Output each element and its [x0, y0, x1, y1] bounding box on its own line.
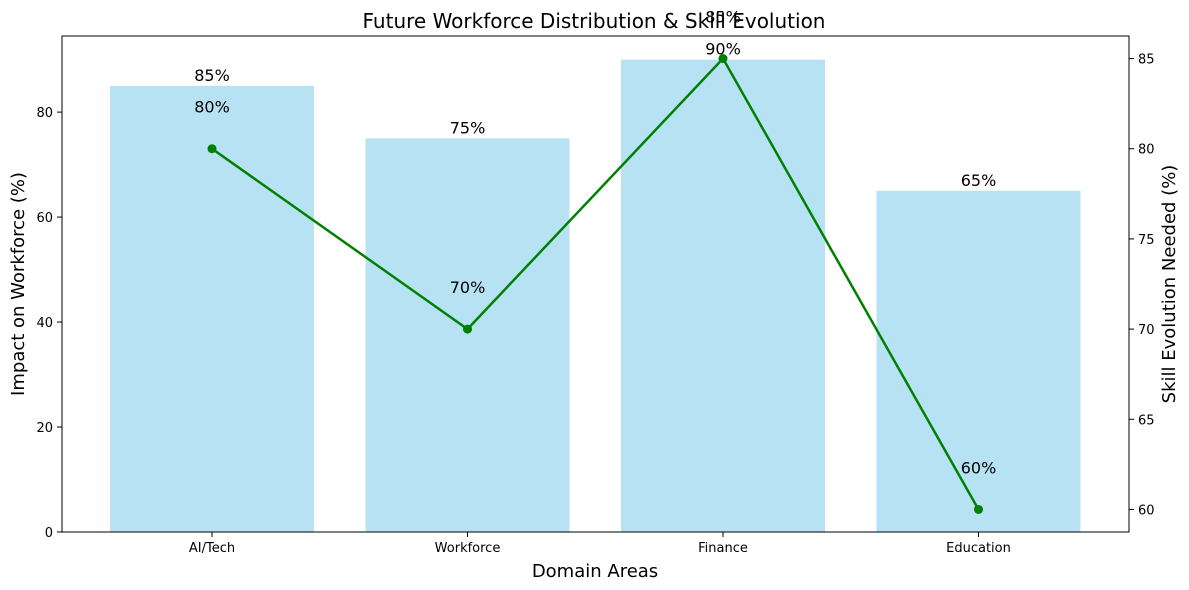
bar-value-label: 75% [450, 118, 486, 137]
line-value-label: 85% [705, 8, 741, 27]
bar-education [876, 190, 1081, 532]
line-value-label: 60% [961, 458, 997, 477]
line-value-label: 80% [194, 98, 230, 117]
line-point [974, 504, 983, 514]
y-tick-label: 40 [36, 316, 53, 331]
y-tick-label: 0 [45, 526, 53, 541]
line-value-label: 70% [450, 278, 486, 297]
y2-tick-label: 80 [1138, 143, 1155, 158]
y2-tick-label: 85 [1138, 53, 1155, 68]
line-point [207, 144, 217, 154]
y2-tick-label: 65 [1138, 413, 1155, 428]
plot-frame [61, 35, 1130, 533]
axes: 0 20 40 60 80 60 65 70 75 80 85 AI/Tech Workforce Fin… [36, 53, 1154, 556]
y2-tick-label: 75 [1138, 233, 1155, 248]
x-axis-label: Domain Areas [532, 561, 658, 582]
bar-ai-tech [110, 85, 314, 533]
bar-value-label: 90% [705, 40, 741, 59]
line-point [463, 324, 472, 334]
y-tick-label: 80 [36, 106, 53, 121]
y2-axis-label: Skill Evolution Needed (%) [1159, 165, 1180, 404]
skill-evolution-line [211, 56, 980, 511]
bar-workforce [365, 138, 570, 532]
y-tick-label: 60 [36, 211, 53, 226]
y2-tick-label: 60 [1138, 503, 1155, 518]
y-axis-label: Impact on Workforce (%) [8, 172, 29, 396]
plot-area: 85% 75% 90% 65% 80% 70% 85% 60% [110, 8, 1081, 533]
bar-value-label: 65% [961, 171, 997, 190]
bar-value-label: 85% [194, 66, 230, 85]
x-tick-label: Education [946, 541, 1011, 556]
x-tick-label: Finance [698, 541, 748, 556]
y2-tick-label: 70 [1138, 323, 1155, 338]
y-tick-label: 20 [36, 421, 53, 436]
chart-title: Future Workforce Distribution & Skill Ev… [363, 9, 826, 33]
x-tick-label: Workforce [435, 541, 501, 556]
line-point [718, 54, 728, 64]
x-tick-label: AI/Tech [189, 541, 235, 556]
bar-finance [621, 59, 825, 532]
